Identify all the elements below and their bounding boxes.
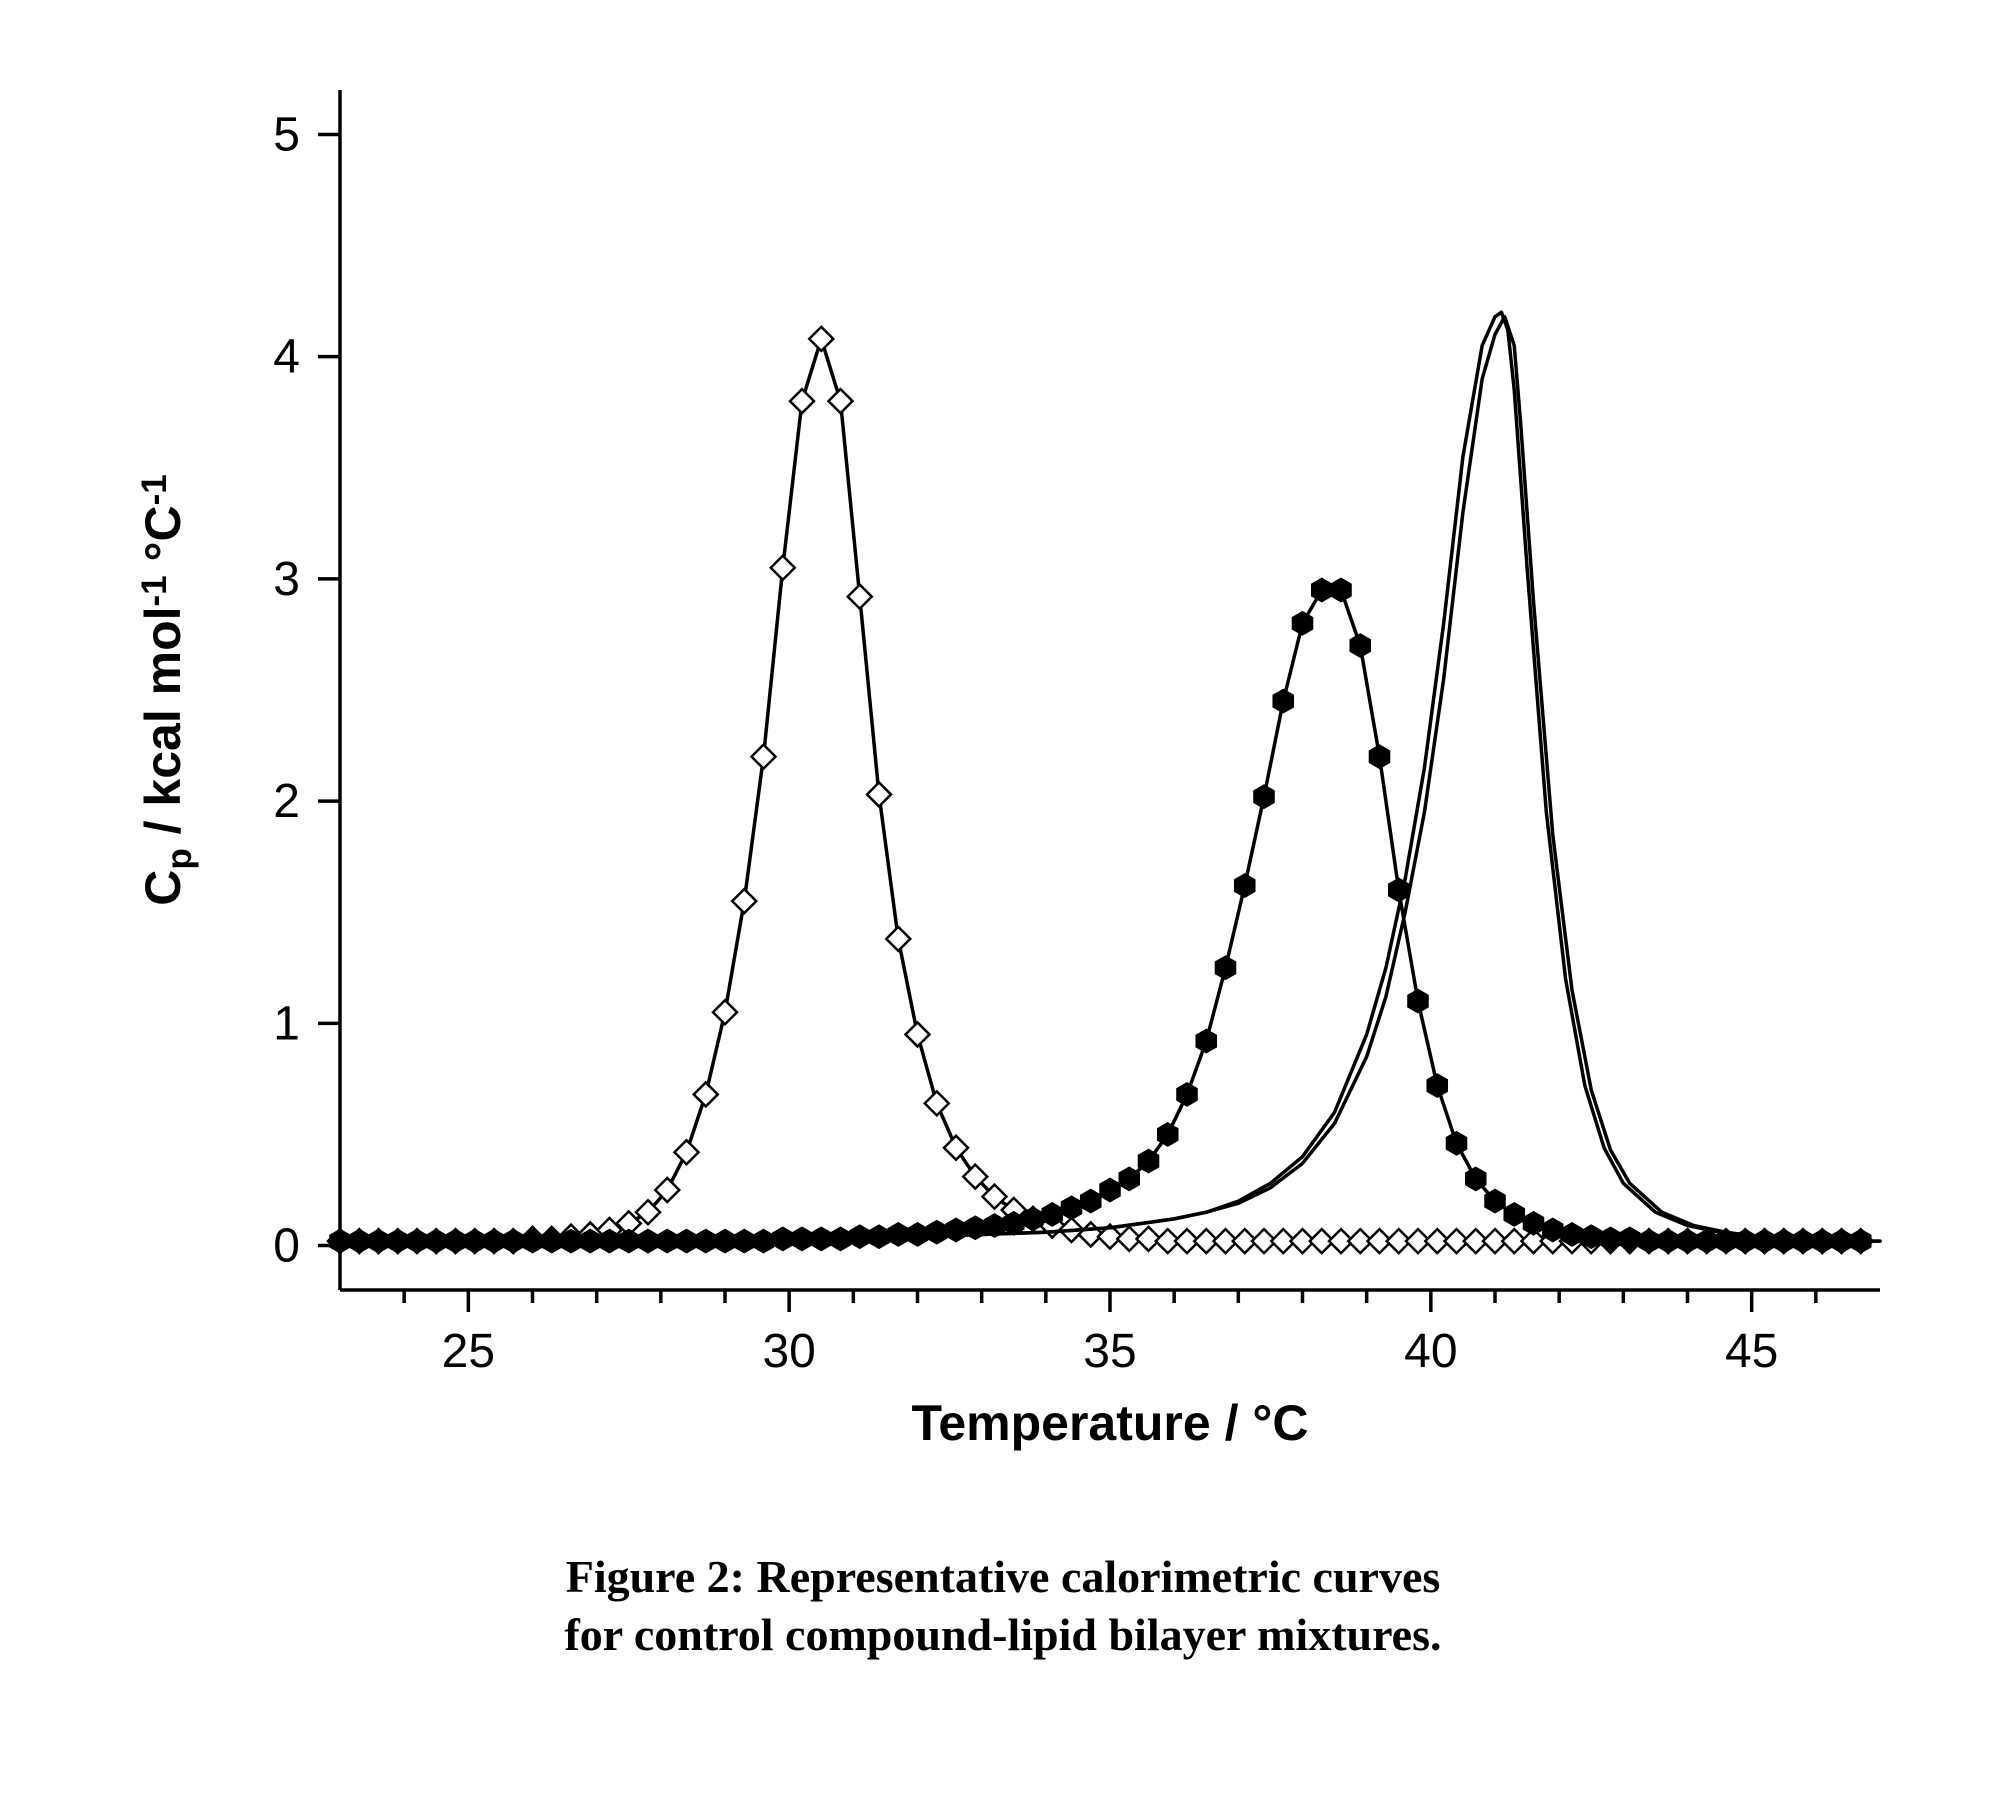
series-marker <box>1197 1030 1216 1052</box>
y-tick-label: 5 <box>273 108 300 161</box>
series-marker <box>1601 1228 1620 1250</box>
figure-root: 2530354045012345Temperature / °CCp / kca… <box>0 0 2006 1809</box>
series-marker <box>619 1230 638 1252</box>
series-marker <box>1062 1197 1081 1219</box>
series-marker <box>946 1219 965 1241</box>
series-marker <box>1254 786 1273 808</box>
series-marker <box>1120 1168 1139 1190</box>
series-marker <box>677 1230 696 1252</box>
series-marker <box>1678 1230 1697 1252</box>
series-marker <box>1793 1230 1812 1252</box>
x-tick-label: 45 <box>1725 1325 1778 1378</box>
x-tick-label: 40 <box>1404 1325 1457 1378</box>
series-marker <box>1081 1190 1100 1212</box>
series-marker <box>1312 579 1331 601</box>
svg-text:Cp / kcal mol-1 °C-1: Cp / kcal mol-1 °C-1 <box>135 474 199 906</box>
series-marker <box>658 1230 677 1252</box>
series-marker <box>1447 1132 1466 1154</box>
series-marker <box>1524 1212 1543 1234</box>
y-tick-label: 0 <box>273 1220 300 1273</box>
series-marker <box>1274 690 1293 712</box>
series-marker <box>889 1223 908 1245</box>
series-marker <box>1351 635 1370 657</box>
series-marker <box>1620 1228 1639 1250</box>
series-marker <box>1331 579 1350 601</box>
series-marker <box>1293 612 1312 634</box>
series-marker <box>696 1230 715 1252</box>
series-marker <box>1659 1230 1678 1252</box>
x-tick-label: 25 <box>442 1325 495 1378</box>
series-marker <box>1216 957 1235 979</box>
series-marker <box>1466 1168 1485 1190</box>
series-marker <box>1004 1212 1023 1234</box>
series-marker <box>1639 1230 1658 1252</box>
series-marker <box>1697 1230 1716 1252</box>
y-tick-label: 2 <box>273 775 300 828</box>
y-tick-label: 1 <box>273 997 300 1050</box>
series-marker <box>1774 1230 1793 1252</box>
series-marker <box>1043 1203 1062 1225</box>
series-marker <box>754 1230 773 1252</box>
series-marker <box>735 1230 754 1252</box>
y-tick-label: 3 <box>273 553 300 606</box>
series-marker <box>1485 1190 1504 1212</box>
figure-caption-line2: for control compound-lipid bilayer mixtu… <box>0 1608 2006 1661</box>
series-marker <box>1370 746 1389 768</box>
series-marker <box>1139 1150 1158 1172</box>
series-marker <box>1235 875 1254 897</box>
chart-svg: 2530354045012345Temperature / °CCp / kca… <box>0 0 2006 1809</box>
series-marker <box>1562 1223 1581 1245</box>
series-marker <box>638 1230 657 1252</box>
y-axis-label: Cp / kcal mol-1 °C-1 <box>135 474 199 906</box>
series-marker <box>908 1223 927 1245</box>
series-marker <box>1408 990 1427 1012</box>
series-marker <box>1543 1219 1562 1241</box>
x-tick-label: 35 <box>1083 1325 1136 1378</box>
series-marker <box>1100 1179 1119 1201</box>
series-marker <box>1177 1083 1196 1105</box>
series-marker <box>600 1230 619 1252</box>
series-marker <box>1505 1203 1524 1225</box>
figure-caption-line1: Figure 2: Representative calorimetric cu… <box>0 1550 2006 1603</box>
x-axis-label: Temperature / °C <box>912 1395 1309 1451</box>
series-marker <box>1428 1075 1447 1097</box>
series-marker <box>1582 1226 1601 1248</box>
x-tick-label: 30 <box>762 1325 815 1378</box>
y-tick-label: 4 <box>273 331 300 384</box>
series-marker <box>1158 1123 1177 1145</box>
series-marker <box>1023 1208 1042 1230</box>
series-marker <box>927 1221 946 1243</box>
series-marker <box>715 1230 734 1252</box>
series-marker <box>1755 1230 1774 1252</box>
series-marker <box>581 1230 600 1252</box>
